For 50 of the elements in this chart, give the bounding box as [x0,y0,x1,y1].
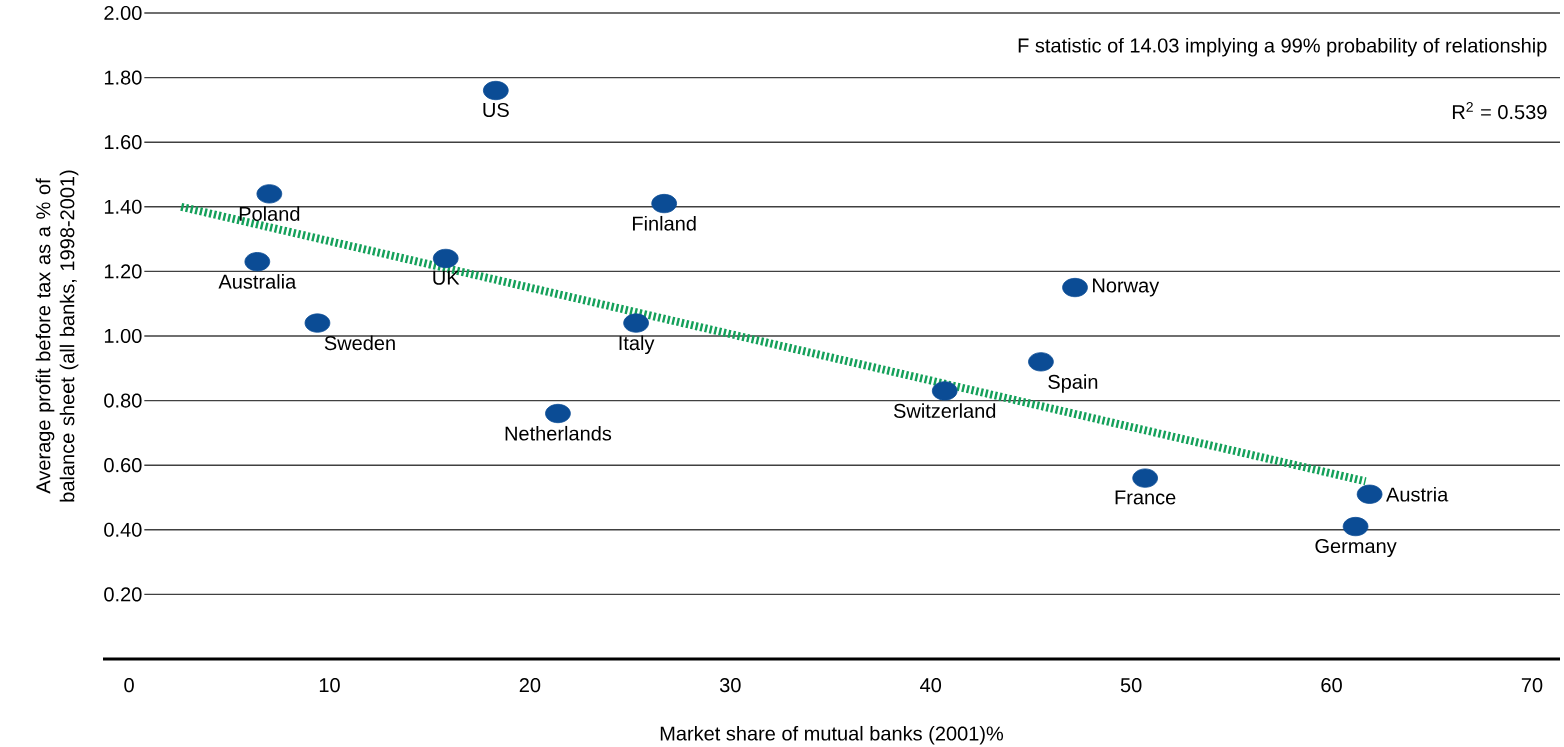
annotation: F statistic of 14.03 implying a 99% probability of relationship [1018,37,1547,57]
annotation: Poland [239,206,300,221]
point [1062,277,1088,298]
y-tick-label: 0.80 [104,393,142,408]
annotation: Switzerland [893,403,996,418]
point [623,313,649,333]
point [304,313,331,333]
point [931,381,958,401]
point [545,403,571,424]
point [1356,484,1383,504]
y-tick-label: 0.60 [104,458,142,473]
annotation: Finland [632,215,696,231]
x-tick-label: 10 [319,678,340,693]
x-tick-label: 50 [1120,678,1142,693]
annotation: Sweden [324,335,395,351]
y-tick-label: 1.00 [104,328,142,344]
point [256,184,283,204]
annotation: Netherlands [505,425,612,441]
point [1342,516,1369,537]
y-tick-label: 1.60 [104,135,142,150]
y-tick-label: 1.40 [104,199,142,214]
y-axis-title: Average profit before tax as a % of balance sheet (all banks, 1998-2001) [35,170,79,502]
point [651,193,677,214]
x-tick-label: 40 [920,678,942,693]
annotation: Austria [1386,486,1449,502]
x-tick-label: 0 [124,678,134,693]
y-tick-label: 1.20 [104,264,142,279]
annotation: France [1115,490,1176,505]
y-tick-label: 1.80 [104,70,142,85]
x-tick-label: 20 [519,678,541,693]
annotation: Norway [1093,278,1160,297]
point [1028,352,1054,372]
point [1132,468,1158,488]
annotation: R$^{2}$ = 0.539 [1452,101,1547,120]
annotation: US [483,102,509,118]
x-tick-label: 60 [1321,678,1342,693]
y-tick-label: 0.20 [104,587,142,602]
annotation: Germany [1315,538,1397,558]
x-tick-label: 70 [1521,678,1543,693]
point [244,252,271,272]
x-tick-label: 30 [719,678,741,693]
y-tick-label: 2.00 [104,5,142,21]
point [482,80,509,101]
annotation: Spain [1048,374,1098,393]
y-tick-label: 0.40 [104,522,142,537]
annotation: UK [433,270,460,285]
annotation: Italy [619,335,655,355]
x-axis-title: Market share of mutual banks (2001)% [660,725,1004,745]
annotation: Australia [218,274,297,289]
point [432,248,459,269]
